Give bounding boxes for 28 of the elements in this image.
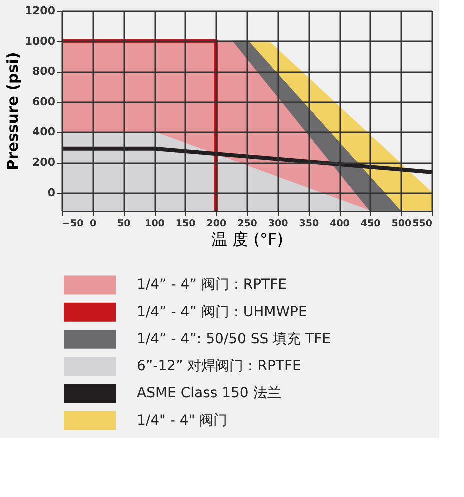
legend-label: 1/4” - 4” 阀门：RPTFE: [137, 277, 287, 294]
legend-label: 6”-12” 对焊阀门：RPTFE: [137, 358, 302, 375]
x-tick-label: 350: [299, 218, 320, 230]
y-tick-label: 600: [32, 95, 56, 108]
x-tick-label: −50: [62, 218, 84, 230]
x-tick-label: 50: [118, 218, 132, 230]
x-tick-label: 500: [392, 218, 412, 230]
x-tick-label: 100: [145, 218, 166, 230]
y-tick-label: 200: [32, 156, 56, 170]
x-tick-label: 250: [238, 218, 258, 230]
legend-label: ASME Class 150 法兰: [137, 386, 282, 402]
y-tick-label: 0: [48, 186, 56, 200]
x-tick-label: 150: [176, 218, 196, 230]
legend-label: 1/4” - 4”: 50/50 SS 填充 TFE: [137, 331, 331, 348]
y-axis-title: Pressure (psi): [4, 52, 22, 171]
y-tick-label: 800: [32, 65, 56, 78]
x-axis-title: 温 度 (°F): [212, 230, 284, 249]
x-tick-label: 550: [412, 218, 433, 230]
x-tick-label: 400: [330, 218, 350, 230]
legend-label: 1/4" - 4" 阀门: [137, 412, 228, 429]
x-tick-label: 450: [360, 218, 382, 230]
x-tick-label: 300: [268, 218, 289, 230]
y-tick-label: 1200: [24, 4, 56, 18]
x-tick-label: 200: [206, 218, 227, 230]
y-tick-label: 400: [32, 126, 56, 139]
y-tick-label: 1000: [24, 34, 56, 48]
legend-label: 1/4” - 4” 阀门：UHMWPE: [137, 304, 308, 320]
x-tick-label: 0: [90, 218, 98, 230]
